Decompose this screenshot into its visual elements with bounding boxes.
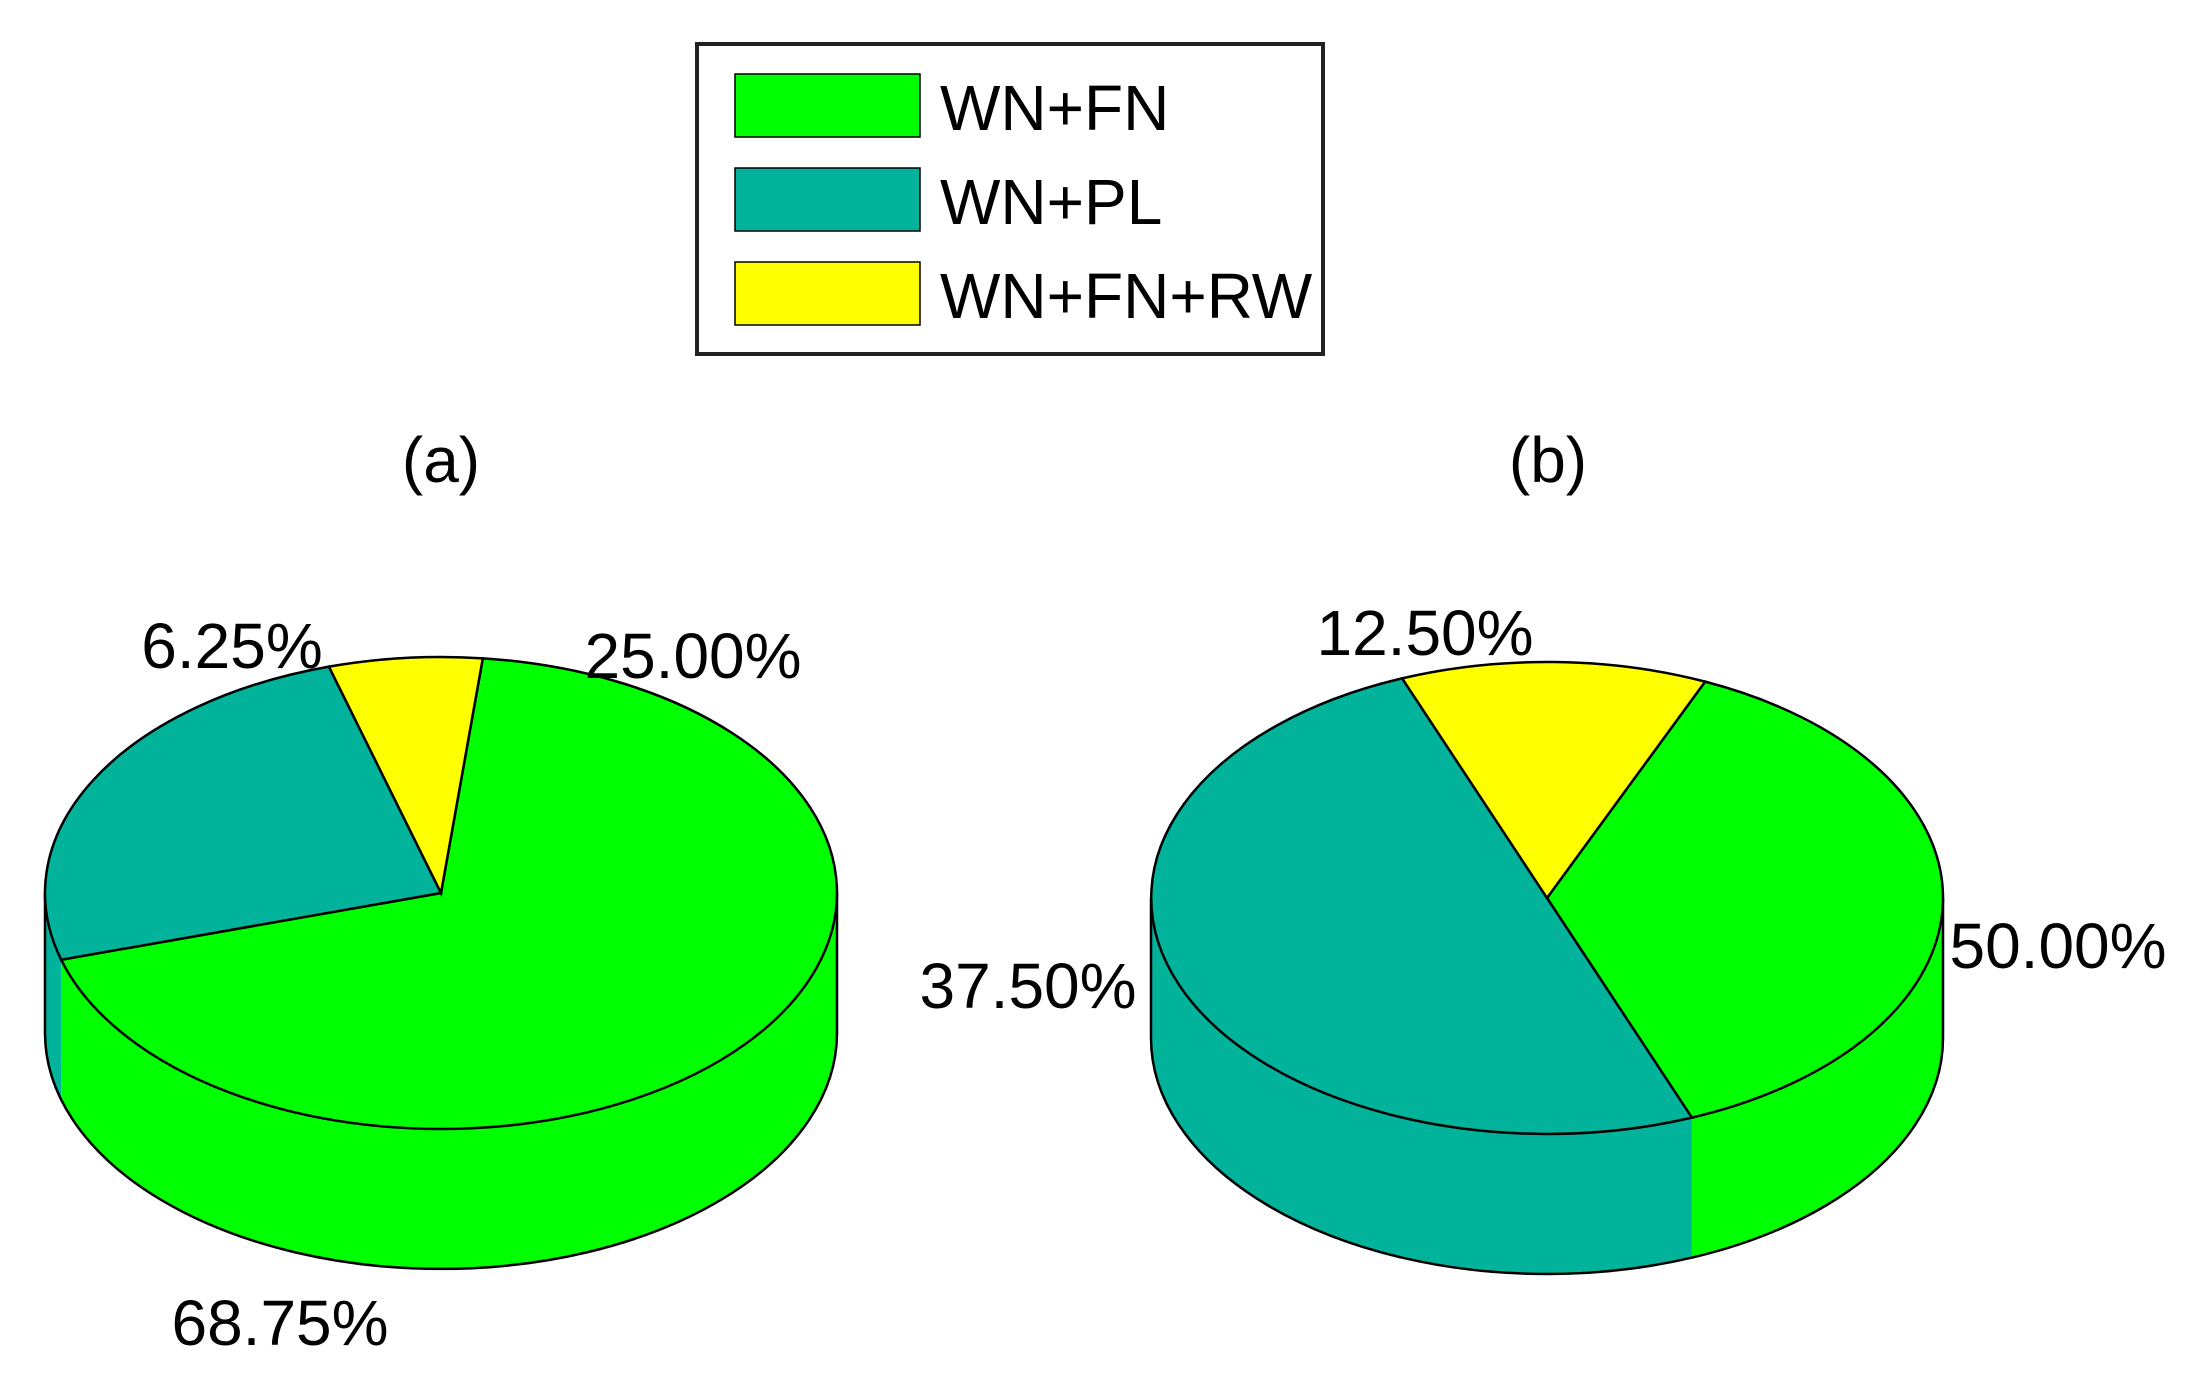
pie-b-slice-wn-fn-rw [1400,660,1708,901]
legend-label-wn-fn: WN+FN [940,72,1169,144]
pie-a-side-outline [43,893,839,1271]
pie-b-slice-wn-fn [1545,680,1945,1120]
legend-label-wn-fn-rw: WN+FN+RW [940,260,1313,332]
pie-a-label-wn-pl: 25.00% [584,620,801,692]
pie-a-slice-wn-fn-rw [327,655,485,897]
pie-b-side-wn-pl [1151,898,1692,1274]
pie-a-slice-wn-fn [59,657,839,1131]
legend-label-wn-pl: WN+PL [940,166,1162,238]
pie-a-slice-wn-pl [43,665,443,962]
pie-a-title: (a) [402,424,480,496]
pie-b-title: (b) [1509,424,1587,496]
pie-a-label-wn-fn-rw: 6.25% [141,610,322,682]
pie-b-side-outline [1149,898,1945,1276]
pie-b-label-wn-fn-rw: 12.50% [1316,597,1533,669]
pie-chart-b: (b) 37.50% 50.00% 12.50% [919,424,2167,1276]
pie-b-body [1149,660,1945,1276]
pie-a-side-wn-pl [45,893,62,1100]
pie-a-label-wn-fn: 68.75% [171,1287,388,1359]
pie-b-slice-wn-pl [1151,678,1692,1134]
pie-b-label-wn-pl: 50.00% [1949,910,2166,982]
pie-b-label-wn-fn: 37.50% [919,950,1136,1022]
pie-chart-a: (a) 68.75% 25.00% 6.25% [43,424,839,1359]
legend-swatch-wn-fn [734,73,921,138]
legend-swatch-wn-fn-rw [734,261,921,326]
legend-swatch-wn-pl [734,167,921,232]
legend: WN+FN WN+PL WN+FN+RW [695,42,1325,356]
pie-a-body [43,655,839,1271]
pie-a-side-wn-fn [61,893,837,1269]
pie-b-side-wn-fn [1691,898,1943,1258]
